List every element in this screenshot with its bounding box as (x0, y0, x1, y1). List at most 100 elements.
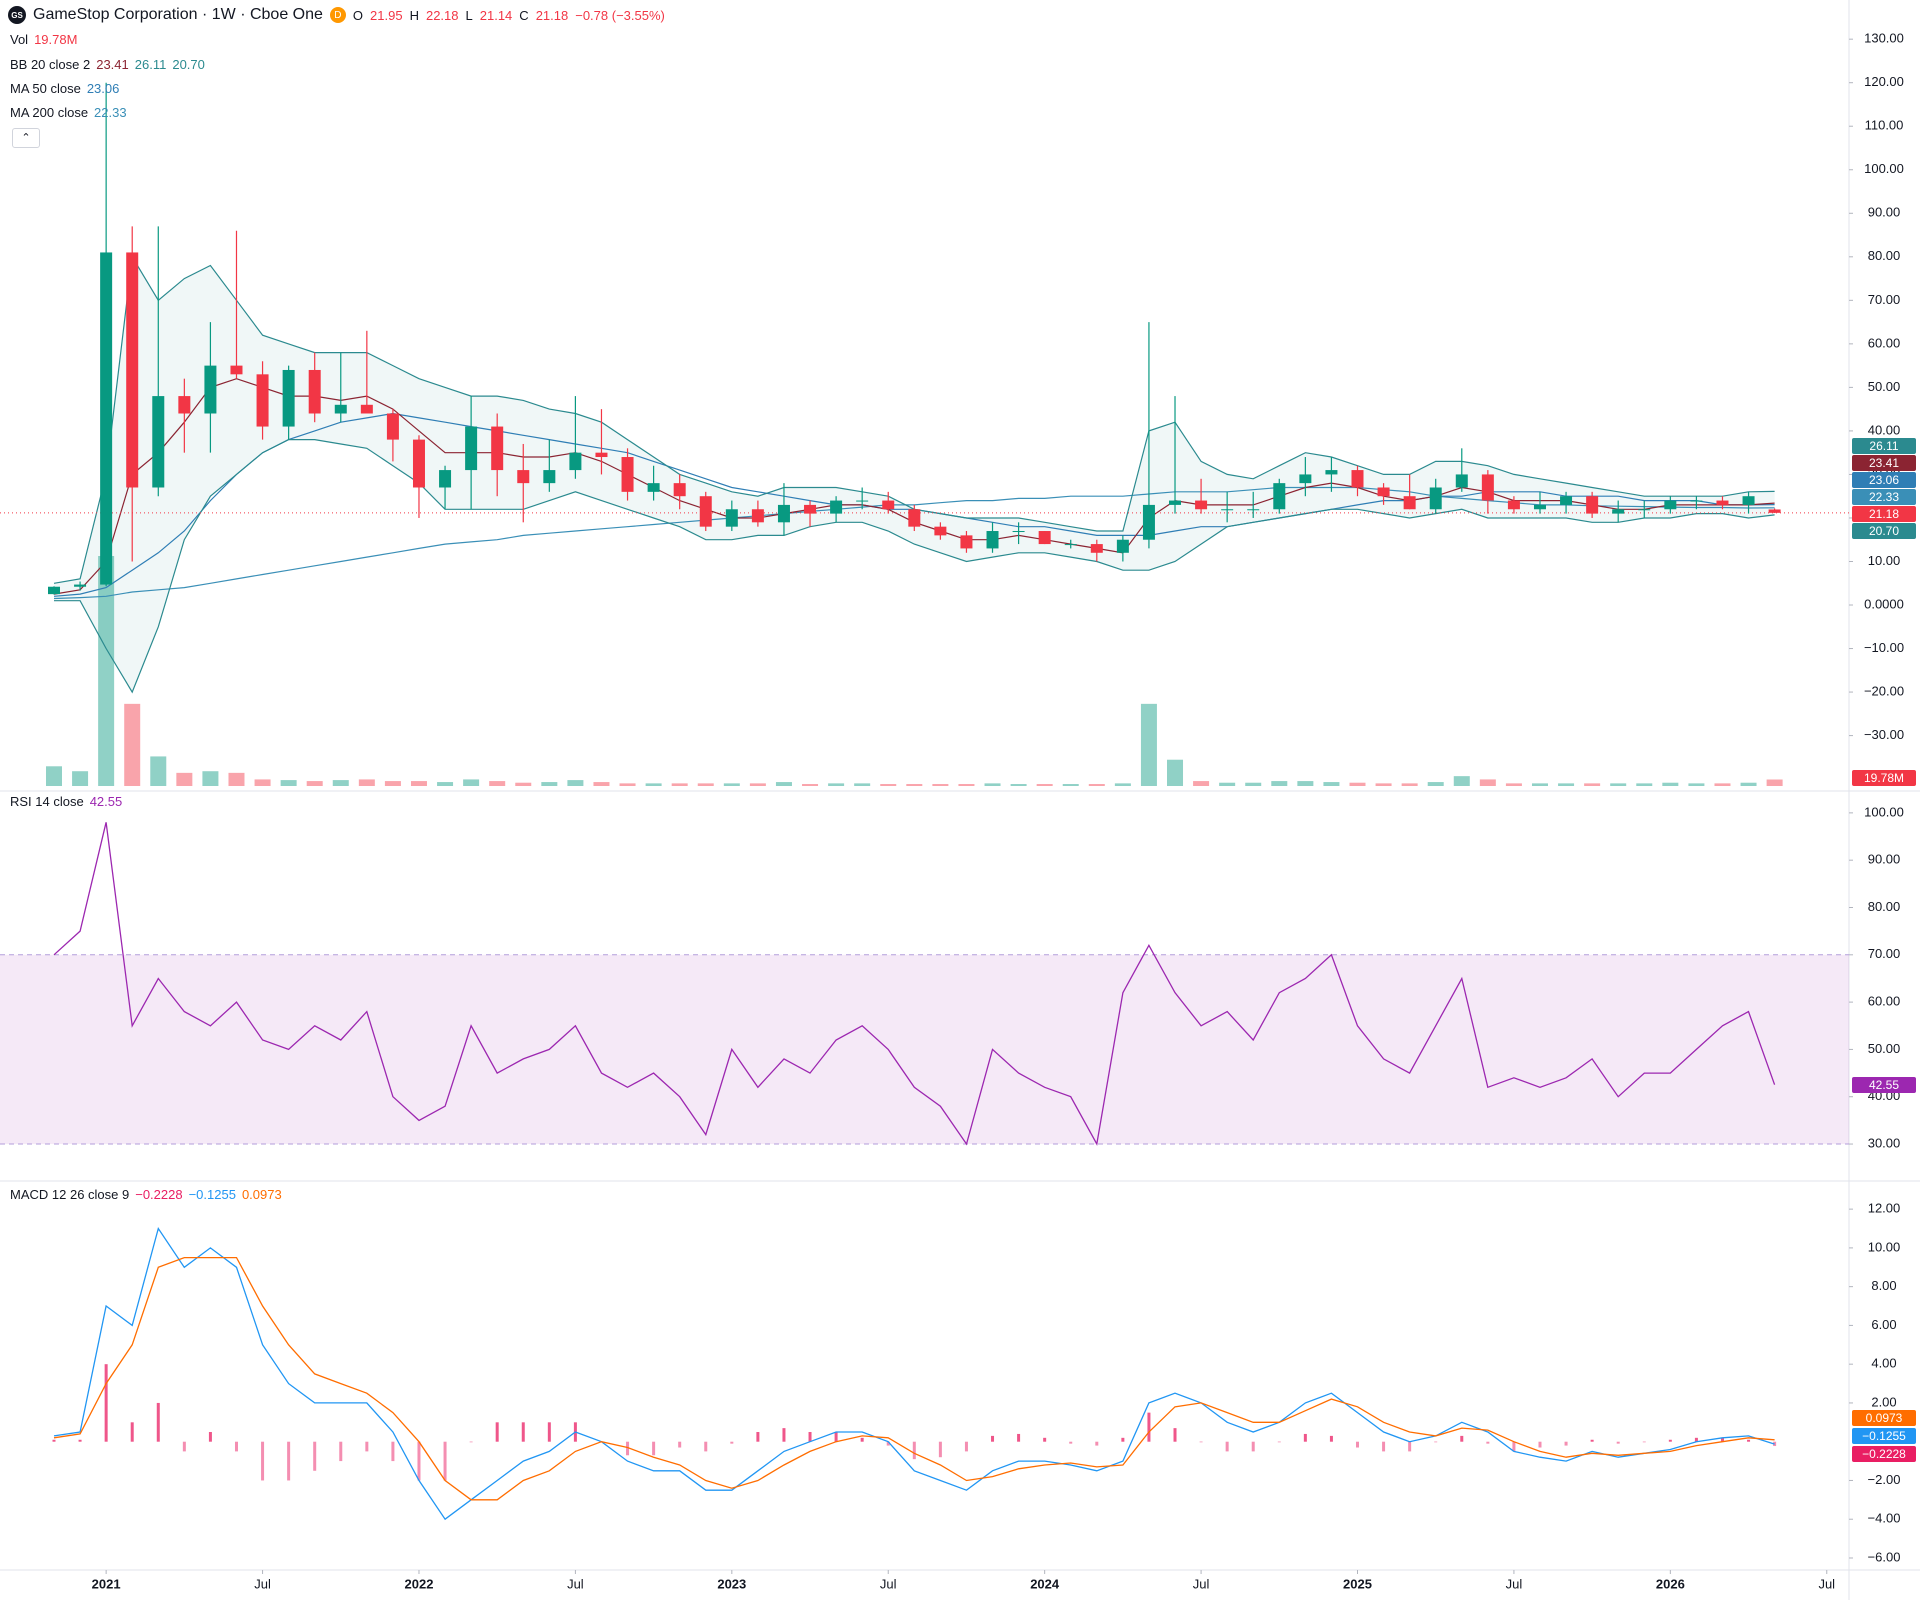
price-badge: −0.2228 (1852, 1445, 1916, 1462)
volume-bar (176, 772, 193, 786)
macd-histogram-bar (339, 1441, 343, 1462)
macd-histogram-bar (652, 1441, 656, 1456)
candle-body (804, 504, 817, 514)
candle-body (1690, 500, 1703, 502)
legend-ma200: MA 200 close 22.33 (10, 105, 127, 120)
y-tick-label: 100.00 (1864, 804, 1904, 819)
volume-bar (1010, 784, 1027, 786)
volume-bar (1323, 782, 1340, 786)
y-tick-label: −6.00 (1868, 1549, 1901, 1564)
volume-bar (671, 783, 688, 786)
macd-histogram-bar (313, 1441, 317, 1471)
volume-bar (1349, 782, 1366, 786)
legend-value: 0.0973 (241, 1187, 282, 1202)
symbol-title[interactable]: GameStop Corporation · 1W · Cboe One (33, 6, 323, 23)
y-tick-label: 4.00 (1871, 1356, 1896, 1371)
candle-body (1064, 544, 1077, 546)
volume-bar (1193, 781, 1210, 786)
candle-body (543, 470, 556, 484)
y-tick-label: 60.00 (1868, 335, 1901, 350)
volume-bar (697, 783, 714, 786)
ohlc-label: O (352, 7, 364, 23)
collapse-button[interactable]: ⌃ (12, 128, 40, 148)
y-tick-label: 120.00 (1864, 74, 1904, 89)
volume-bar (332, 780, 349, 786)
candle-body (725, 509, 738, 527)
macd-histogram-bar (782, 1428, 786, 1442)
ohlc-value: 21.18 (535, 7, 569, 23)
legend-label: MACD 12 26 close 9 (10, 1187, 130, 1202)
x-tick-label: Jul (1818, 1576, 1835, 1591)
y-tick-label: 90.00 (1868, 205, 1901, 220)
ohlc-value: 21.14 (479, 7, 513, 23)
volume-bar (1766, 779, 1783, 786)
macd-histogram-bar (1694, 1437, 1698, 1442)
volume-bar (410, 781, 427, 786)
candle-body (673, 483, 686, 497)
candle-body (178, 396, 191, 414)
macd-histogram-bar (938, 1441, 942, 1458)
macd-histogram-bar (991, 1435, 995, 1442)
macd-histogram-bar (443, 1441, 447, 1481)
candle-body (1533, 504, 1546, 510)
macd-histogram-bar (547, 1422, 551, 1442)
macd-histogram-bar (1486, 1441, 1490, 1444)
volume-bar (1062, 784, 1079, 786)
candle-body (465, 426, 478, 471)
macd-histogram-bar (808, 1432, 812, 1442)
candle-body (1481, 474, 1494, 501)
macd-histogram-bar (104, 1364, 108, 1442)
macd-histogram-bar (1668, 1439, 1672, 1442)
candle-body (1221, 509, 1234, 511)
volume-bar (828, 783, 845, 786)
volume-bar (775, 782, 792, 786)
y-tick-label: 80.00 (1868, 248, 1901, 263)
candle-body (126, 252, 139, 488)
macd-histogram-bar (756, 1432, 760, 1442)
volume-bar (124, 703, 141, 786)
candle-body (1247, 509, 1260, 511)
candle-body (1325, 470, 1338, 475)
candle-body (1586, 496, 1599, 514)
candle-body (830, 500, 843, 514)
macd-histogram-bar (1147, 1412, 1151, 1442)
volume-bar (306, 781, 323, 786)
macd-histogram-bar (495, 1422, 499, 1442)
candle-body (960, 535, 973, 549)
macd-histogram-bar (1251, 1441, 1255, 1452)
y-tick-label: 50.00 (1868, 1041, 1901, 1056)
volume-bar (1427, 782, 1444, 786)
candle-body (908, 509, 921, 527)
candle-body (1638, 509, 1651, 511)
volume-bar (567, 780, 584, 786)
candle-body (204, 365, 217, 414)
volume-bar (1375, 783, 1392, 786)
volume-bar (202, 771, 219, 786)
bb-fill (54, 256, 1775, 693)
candle-body (1768, 509, 1781, 513)
macd-histogram-bar (1225, 1441, 1229, 1452)
y-tick-label: 100.00 (1864, 161, 1904, 176)
macd-histogram-bar (1747, 1439, 1751, 1442)
volume-bar (880, 784, 897, 786)
candle-body (1142, 504, 1155, 540)
volume-bar (1401, 783, 1418, 786)
volume-bar (645, 783, 662, 786)
volume-bar (1297, 781, 1314, 786)
volume-bar (1479, 779, 1496, 786)
macd-histogram-bar (1277, 1441, 1281, 1443)
macd-histogram-bar (1434, 1441, 1438, 1443)
legend-label: MA 200 close (10, 105, 89, 120)
price-badge: 42.55 (1852, 1076, 1916, 1093)
macd-line (53, 1226, 1775, 1521)
volume-bar (1688, 783, 1705, 786)
macd-histogram-bar (678, 1441, 682, 1448)
macd-histogram-bar (912, 1441, 916, 1460)
legend-vol: Vol 19.78M (10, 32, 77, 47)
y-tick-label: 30.00 (1868, 1135, 1901, 1150)
x-tick-label: Jul (254, 1576, 271, 1591)
candle-body (74, 584, 87, 587)
volume-bar (593, 782, 610, 786)
y-tick-label: 70.00 (1868, 292, 1901, 307)
